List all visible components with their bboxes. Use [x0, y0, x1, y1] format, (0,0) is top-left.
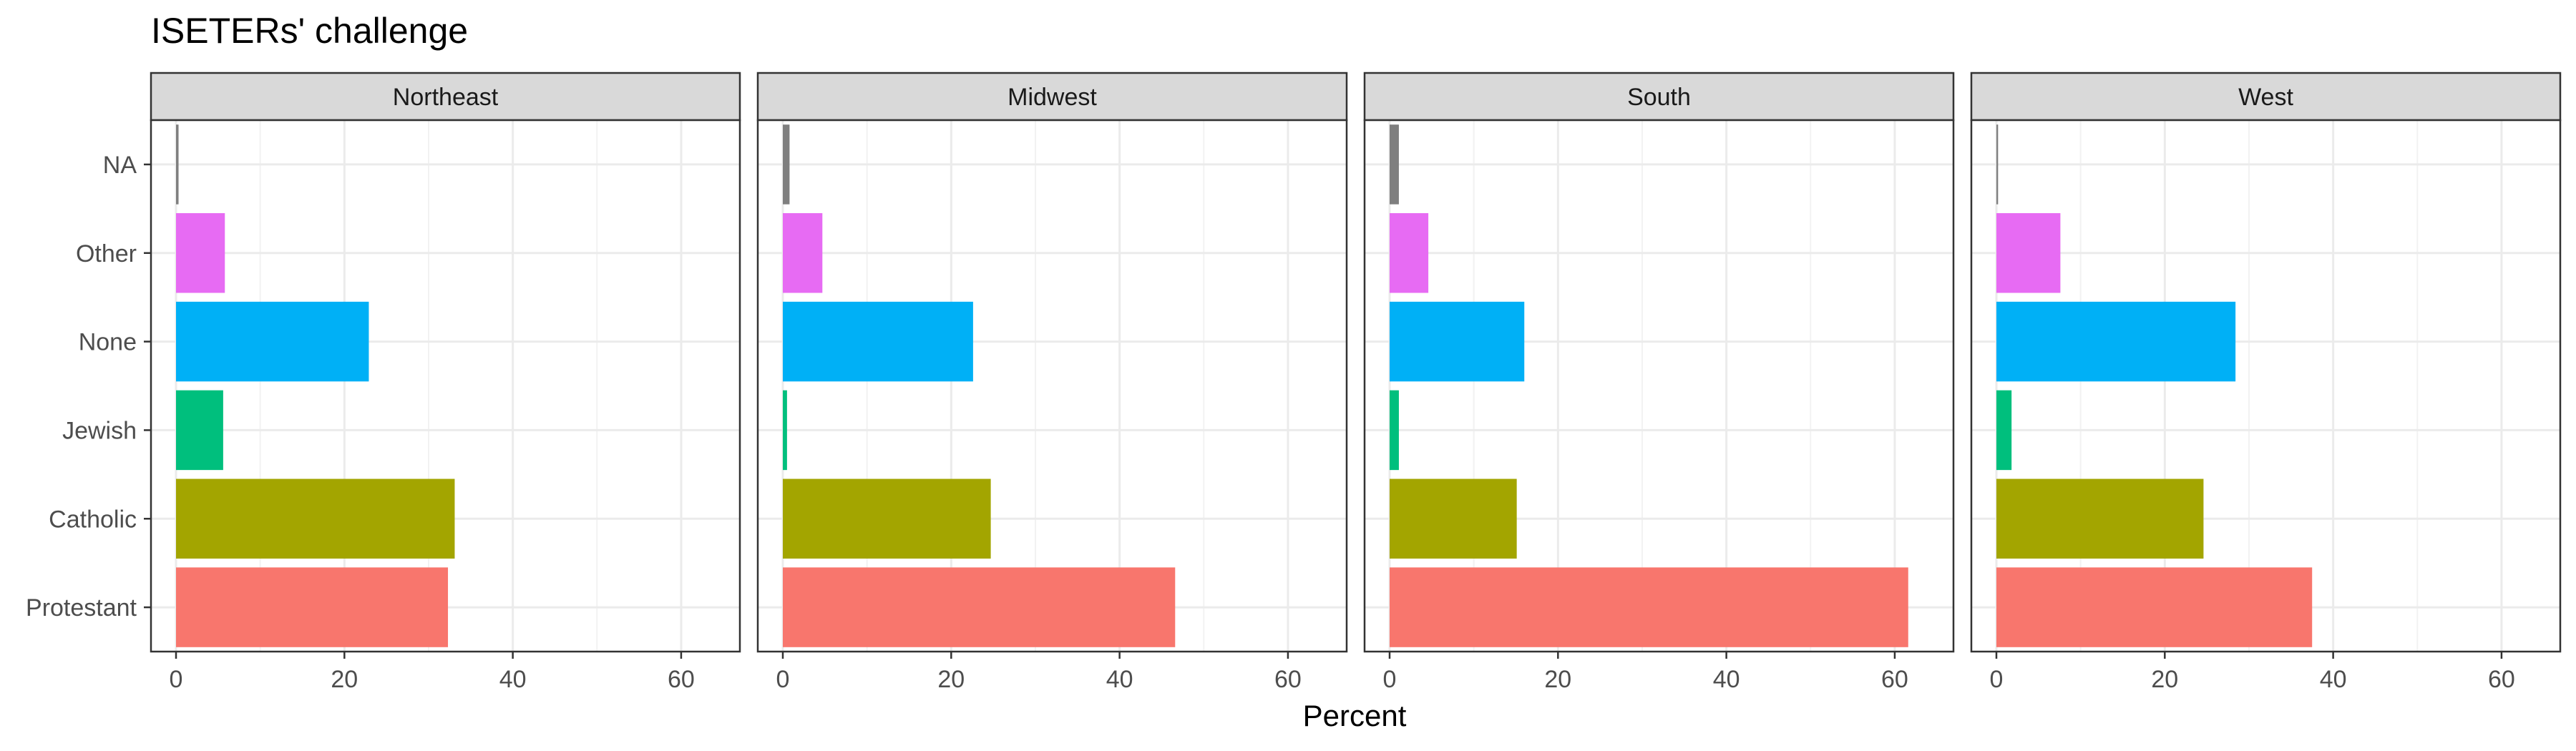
panel-border-south — [1363, 119, 1955, 653]
x-tick-label: 20 — [937, 666, 965, 693]
bar-midwest-jewish — [783, 390, 787, 471]
panel-bg-northeast — [151, 120, 740, 652]
x-tick-label: 60 — [668, 666, 695, 693]
x-tick-label: 0 — [1990, 666, 2004, 693]
strip-west — [1970, 72, 2562, 122]
bar-west-catholic — [1996, 478, 2204, 559]
bar-south-catholic — [1390, 478, 1517, 559]
panel-bg-west — [1971, 120, 2560, 652]
x-tick-label: 20 — [331, 666, 358, 693]
strip-midwest — [756, 72, 1348, 122]
bar-northeast-other — [176, 213, 225, 293]
x-tick-label: 60 — [1881, 666, 1908, 693]
x-tick-label: 40 — [1106, 666, 1133, 693]
x-tick-label: 20 — [1544, 666, 1571, 693]
panel-border-northeast — [150, 119, 741, 653]
bar-northeast-catholic — [176, 478, 455, 559]
bar-northeast-na — [176, 124, 179, 205]
x-tick-label: 20 — [2151, 666, 2178, 693]
panel-border-west — [1970, 119, 2562, 653]
bar-midwest-na — [783, 124, 790, 205]
bar-south-protestant — [1390, 567, 1908, 647]
x-tick-label: 0 — [1383, 666, 1397, 693]
facet-south: South 0 20 40 60 — [1363, 72, 1955, 693]
y-tick-label-protestant: Protestant — [26, 594, 137, 622]
bar-midwest-none — [783, 301, 973, 382]
bar-northeast-jewish — [176, 390, 223, 471]
bar-south-na — [1390, 124, 1399, 205]
strip-label-northeast: Northeast — [393, 84, 499, 111]
strip-south — [1363, 72, 1955, 122]
bar-south-other — [1390, 213, 1429, 293]
facet-midwest: Midwest 0 20 40 60 — [756, 72, 1348, 693]
x-tick-label: 60 — [1274, 666, 1302, 693]
bar-midwest-protestant — [783, 567, 1176, 647]
bar-west-jewish — [1996, 390, 2012, 471]
y-tick-label-other: Other — [76, 240, 137, 267]
bar-west-na — [1996, 124, 1999, 205]
y-tick-label-catholic: Catholic — [49, 506, 137, 533]
x-tick-label: 40 — [1713, 666, 1740, 693]
bar-midwest-other — [783, 213, 823, 293]
y-tick-label-none: None — [79, 329, 137, 356]
y-tick-label-na: NA — [103, 152, 137, 179]
facet-west: West 0 20 40 60 — [1970, 72, 2562, 693]
y-axis: Protestant Catholic Jewish None Other NA — [26, 152, 151, 622]
bar-northeast-protestant — [176, 567, 449, 647]
panel-border-midwest — [756, 119, 1348, 653]
x-tick-label: 60 — [2488, 666, 2515, 693]
bar-west-none — [1996, 301, 2236, 382]
strip-label-south: South — [1627, 84, 1691, 111]
strip-northeast — [150, 72, 741, 122]
panel-bg-midwest — [758, 120, 1347, 652]
panel-bg-south — [1365, 120, 1953, 652]
bar-northeast-none — [176, 301, 369, 382]
x-tick-label: 0 — [776, 666, 790, 693]
bar-midwest-catholic — [783, 478, 991, 559]
y-tick-label-jewish: Jewish — [62, 417, 137, 444]
bar-west-protestant — [1996, 567, 2313, 647]
strip-label-west: West — [2238, 84, 2293, 111]
bar-west-other — [1996, 213, 2061, 293]
x-tick-label: 40 — [499, 666, 527, 693]
facet-northeast: Northeast 0 20 40 60 — [150, 72, 741, 693]
chart-title: ISETERs' challenge — [151, 11, 468, 51]
x-tick-label: 0 — [170, 666, 183, 693]
x-tick-label: 40 — [2320, 666, 2347, 693]
facet-panels: Northeast 0 20 40 60 Midwest 0 20 40 60 South 0 20 40… — [26, 72, 2562, 693]
x-axis-title: Percent — [1303, 699, 1407, 732]
bar-south-jewish — [1390, 390, 1399, 471]
strip-label-midwest: Midwest — [1008, 84, 1097, 111]
bar-south-none — [1390, 301, 1525, 382]
